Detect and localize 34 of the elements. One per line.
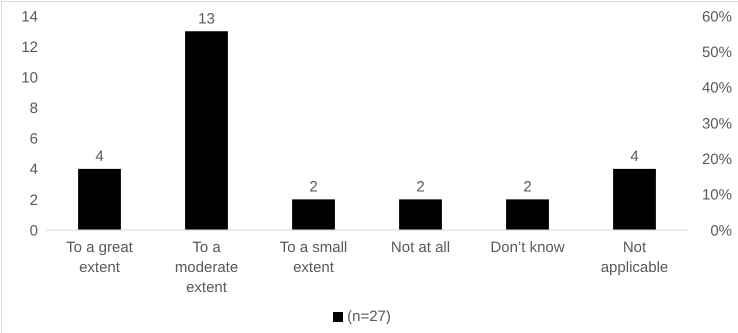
bar (292, 199, 335, 230)
y-tick-label: 6 (30, 130, 38, 148)
y2-tick-label: 20% (702, 150, 732, 168)
data-label: 13 (198, 10, 215, 28)
y-tick-label: 4 (30, 161, 38, 178)
y2-tick-label: 10% (702, 186, 732, 204)
y-tick-label: 2 (30, 192, 38, 209)
data-label: 2 (416, 178, 425, 196)
bar (613, 168, 656, 230)
y2-tick-label: 40% (702, 80, 732, 97)
y2-tick-label: 0% (710, 222, 732, 240)
data-label: 4 (95, 148, 104, 165)
x-tick-label: Not applicable (600, 239, 668, 276)
data-label: 2 (523, 178, 532, 196)
data-label: 4 (630, 148, 639, 165)
y2-tick-label: 60% (702, 8, 732, 26)
bar (506, 199, 549, 230)
bar (399, 199, 442, 230)
y-tick-label: 14 (21, 8, 38, 26)
x-tick-label: To a small extent (280, 239, 348, 276)
bar (185, 31, 228, 230)
y-tick-label: 12 (21, 38, 38, 56)
x-tick-label: To a great extent (66, 239, 134, 276)
legend-label: (n=27) (347, 308, 391, 325)
y2-tick-label: 50% (702, 44, 732, 61)
y-tick-label: 10 (21, 69, 38, 86)
x-tick-label: To a moderate extent (174, 239, 238, 296)
y2-tick-label: 30% (702, 115, 732, 132)
y-tick-label: 0 (30, 222, 38, 240)
y-tick-label: 8 (30, 100, 38, 118)
x-tick-label: Not at all (390, 239, 450, 256)
x-tick-label: Don’t know (490, 239, 565, 256)
bar (78, 168, 121, 230)
data-label: 2 (309, 178, 318, 196)
